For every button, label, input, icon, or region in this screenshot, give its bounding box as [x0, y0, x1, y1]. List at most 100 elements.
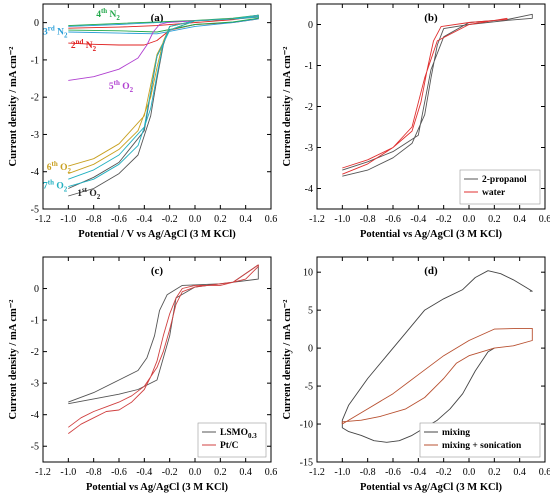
x-tick-label: -1.0: [60, 214, 76, 225]
y-tick-label: -2: [31, 93, 39, 104]
x-tick-label: -1.2: [309, 467, 325, 478]
x-tick-label: -0.6: [111, 214, 127, 225]
panel-label: (a): [151, 12, 164, 24]
x-tick-label: 0.0: [463, 467, 476, 478]
y-tick-label: -5: [305, 382, 313, 393]
x-tick-label: 0.4: [513, 467, 526, 478]
y-tick-label: -4: [305, 184, 313, 195]
series-line: [341, 327, 533, 425]
y-tick-label: 0: [308, 20, 313, 31]
x-tick-label: 0.6: [265, 467, 278, 478]
x-tick-label: -0.4: [410, 467, 426, 478]
panel-label: (c): [151, 265, 164, 277]
series-annotation: 3rd N2: [43, 25, 68, 40]
x-tick-label: 0.0: [189, 467, 202, 478]
x-axis-label: Potential vs Ag/AgCl (3 M KCl): [86, 482, 229, 493]
series-line: [68, 16, 259, 81]
panel-a: -1.2 -1.0 -0.8 -0.6 -0.4 -0.2 0.0 0.2 0.4 0.6 -5 -4…: [8, 3, 278, 240]
legend-label: Pt/C: [220, 441, 239, 451]
legend-label: water: [482, 188, 506, 198]
x-tick-label: -1.2: [35, 467, 51, 478]
y-tick-label: 0: [34, 18, 39, 29]
panel-d: -1.2 -1.0 -0.8 -0.6 -0.4 -0.2 0.0 0.2 0.4 0.6 -15 -…: [282, 256, 550, 493]
y-tick-label: -1: [31, 316, 39, 327]
panel-label: (d): [424, 265, 438, 277]
series-annotation: 4th N2: [96, 7, 120, 22]
plot-frame: [42, 256, 272, 463]
series-annotation: 5th O2: [109, 79, 134, 94]
plot-frame: [316, 256, 546, 463]
y-tick-label: 0: [308, 344, 313, 355]
x-tick-label: 0.0: [189, 214, 202, 225]
legend: mixing mixing + sonication: [419, 422, 541, 458]
y-tick-label: -3: [31, 379, 39, 390]
x-tick-label: -0.8: [86, 467, 102, 478]
x-tick-label: 0.2: [214, 467, 227, 478]
plot-frame: [42, 3, 272, 210]
x-tick-label: 0.6: [539, 467, 550, 478]
legend-label: LSMO0.3: [220, 428, 257, 440]
y-tick-label: 10: [303, 268, 313, 279]
x-tick-label: 0.2: [488, 214, 501, 225]
x-tick-label: -0.2: [162, 214, 178, 225]
y-axis-label: Current density / mA cm⁻²: [8, 47, 19, 167]
x-axis-label: Potential vs Ag/AgCl (3 M KCl): [360, 229, 503, 240]
x-tick-label: -0.4: [136, 214, 152, 225]
x-tick-label: -0.4: [410, 214, 426, 225]
legend-label: 2-propanol: [482, 175, 527, 185]
x-tick-label: -1.2: [309, 214, 325, 225]
x-tick-label: 0.4: [513, 214, 526, 225]
series-annotation: 6th O2: [47, 160, 72, 175]
x-tick-label: -0.6: [385, 467, 401, 478]
series-annotation: 1st O2: [77, 186, 101, 201]
x-tick-label: -0.2: [436, 467, 452, 478]
y-axis-label: Current density / mA cm⁻²: [282, 47, 293, 167]
y-tick-label: -4: [31, 167, 39, 178]
series-line: [342, 13, 533, 177]
y-tick-label: -5: [31, 442, 39, 453]
y-tick-label: -2: [31, 347, 39, 358]
panel-c: -1.2 -1.0 -0.8 -0.6 -0.4 -0.2 0.0 0.2 0.4 0.6 -5 -4…: [8, 256, 278, 493]
x-tick-label: -0.6: [385, 214, 401, 225]
x-tick-label: 0.2: [214, 214, 227, 225]
y-axis-label: Current density / mA cm⁻²: [282, 300, 293, 420]
y-tick-label: -1: [305, 61, 313, 72]
x-tick-label: -0.8: [360, 214, 376, 225]
x-tick-label: -0.4: [136, 467, 152, 478]
x-tick-label: -1.0: [334, 467, 350, 478]
series-line: [68, 264, 259, 434]
series-line: [68, 14, 259, 188]
x-tick-label: -0.2: [162, 467, 178, 478]
legend-box: [419, 422, 541, 458]
series-line: [68, 14, 259, 175]
x-tick-label: 0.6: [265, 214, 278, 225]
x-tick-label: -1.0: [60, 467, 76, 478]
y-tick-label: -3: [305, 143, 313, 154]
legend: LSMO0.3Pt/C: [197, 422, 267, 458]
legend: 2-propanol water: [459, 169, 541, 205]
x-tick-label: -1.0: [334, 214, 350, 225]
x-tick-label: 0.2: [488, 467, 501, 478]
legend-label: mixing: [442, 428, 470, 438]
x-tick-label: 0.4: [239, 214, 252, 225]
x-axis-label: Potential / V vs Ag/AgCl (3 M KCl): [78, 229, 236, 240]
series-annotation: 7th O2: [43, 179, 68, 194]
series-line: [341, 270, 533, 443]
y-tick-label: -10: [300, 420, 313, 431]
x-axis-label: Potential vs Ag/AgCl (3 M KCl): [360, 482, 503, 493]
x-tick-label: -1.2: [35, 214, 51, 225]
panel-b: -1.2 -1.0 -0.8 -0.6 -0.4 -0.2 0.0 0.2 0.4 0.6 -4 -3…: [282, 3, 550, 240]
series-line: [342, 17, 508, 175]
x-tick-label: -0.6: [111, 467, 127, 478]
legend-box: [197, 422, 267, 458]
y-tick-label: 5: [308, 306, 313, 317]
panel-label: (b): [424, 12, 438, 24]
legend-label: mixing + sonication: [442, 441, 522, 451]
x-tick-label: -0.2: [436, 214, 452, 225]
y-tick-label: -4: [31, 410, 39, 421]
y-tick-label: -2: [305, 102, 313, 113]
x-tick-label: -0.8: [86, 214, 102, 225]
y-tick-label: -1: [31, 55, 39, 66]
x-tick-label: 0.6: [539, 214, 550, 225]
